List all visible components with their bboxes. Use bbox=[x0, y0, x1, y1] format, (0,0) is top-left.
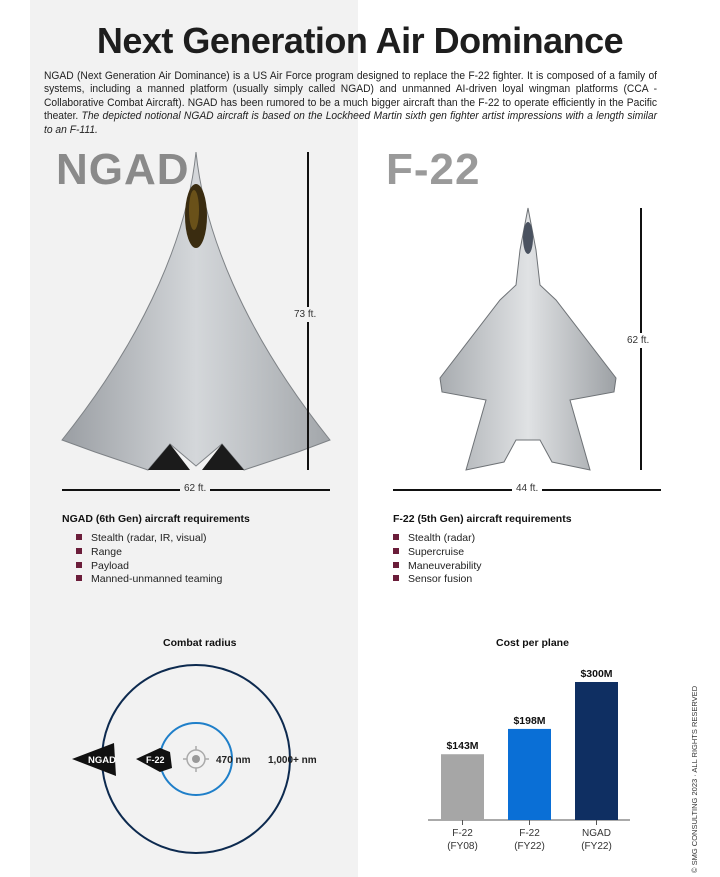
f22-requirements-list: Stealth (radar) Supercruise Maneuverabil… bbox=[393, 532, 482, 587]
intro-text: NGAD (Next Generation Air Dominance) is … bbox=[44, 70, 658, 123]
target-icon bbox=[183, 746, 209, 772]
data-label: $300M bbox=[580, 668, 612, 680]
copyright-notice: © SMG CONSULTING 2023 · ALL RIGHTS RESER… bbox=[690, 685, 699, 873]
x-tick-label: (FY22) bbox=[514, 841, 545, 852]
f22-span-label: 44 ft. bbox=[512, 483, 543, 494]
f22-heading: F-22 bbox=[386, 145, 481, 194]
x-tick-label: NGAD bbox=[582, 828, 611, 839]
ngad-radius-marker-label: NGAD bbox=[88, 755, 116, 766]
intro-paragraph: NGAD (Next Generation Air Dominance) is … bbox=[44, 70, 657, 137]
list-item: Sensor fusion bbox=[393, 573, 482, 587]
list-item: Range bbox=[76, 546, 222, 560]
bar bbox=[441, 754, 484, 820]
combat-radius-title: Combat radius bbox=[163, 637, 237, 649]
f22-length-label: 62 ft. bbox=[627, 333, 650, 348]
intro-italic: The depicted notional NGAD aircraft is b… bbox=[44, 110, 658, 136]
x-tick-label: (FY08) bbox=[447, 841, 478, 852]
f22-radius-value: 470 nm bbox=[216, 755, 251, 766]
x-tick-label: F-22 bbox=[519, 828, 540, 839]
ngad-requirements-title: NGAD (6th Gen) aircraft requirements bbox=[62, 513, 250, 525]
list-item: Stealth (radar) bbox=[393, 532, 482, 546]
data-label: $143M bbox=[446, 740, 478, 752]
page-title: Next Generation Air Dominance bbox=[96, 20, 624, 61]
list-item: Stealth (radar, IR, visual) bbox=[76, 532, 222, 546]
list-item: Supercruise bbox=[393, 546, 482, 560]
f22-silhouette-icon bbox=[136, 748, 172, 772]
x-tick-label: (FY22) bbox=[581, 841, 612, 852]
list-item: Payload bbox=[76, 560, 222, 574]
f22-requirements-title: F-22 (5th Gen) aircraft requirements bbox=[393, 513, 572, 525]
ngad-requirements-list: Stealth (radar, IR, visual) Range Payloa… bbox=[76, 532, 222, 587]
ngad-silhouette-icon bbox=[72, 743, 116, 776]
ngad-span-label: 62 ft. bbox=[180, 483, 211, 494]
chart-title: Cost per plane bbox=[496, 637, 569, 649]
data-label: $198M bbox=[513, 715, 545, 727]
bar bbox=[575, 682, 618, 820]
f22-radius-marker-label: F-22 bbox=[146, 755, 165, 765]
list-item: Maneuverability bbox=[393, 560, 482, 574]
x-tick-label: F-22 bbox=[452, 828, 473, 839]
ngad-heading: NGAD bbox=[56, 145, 190, 194]
list-item: Manned-unmanned teaming bbox=[76, 573, 222, 587]
ngad-length-label: 73 ft. bbox=[294, 307, 317, 322]
ngad-radius-value: 1,000+ nm bbox=[268, 755, 317, 766]
bar bbox=[508, 728, 551, 820]
